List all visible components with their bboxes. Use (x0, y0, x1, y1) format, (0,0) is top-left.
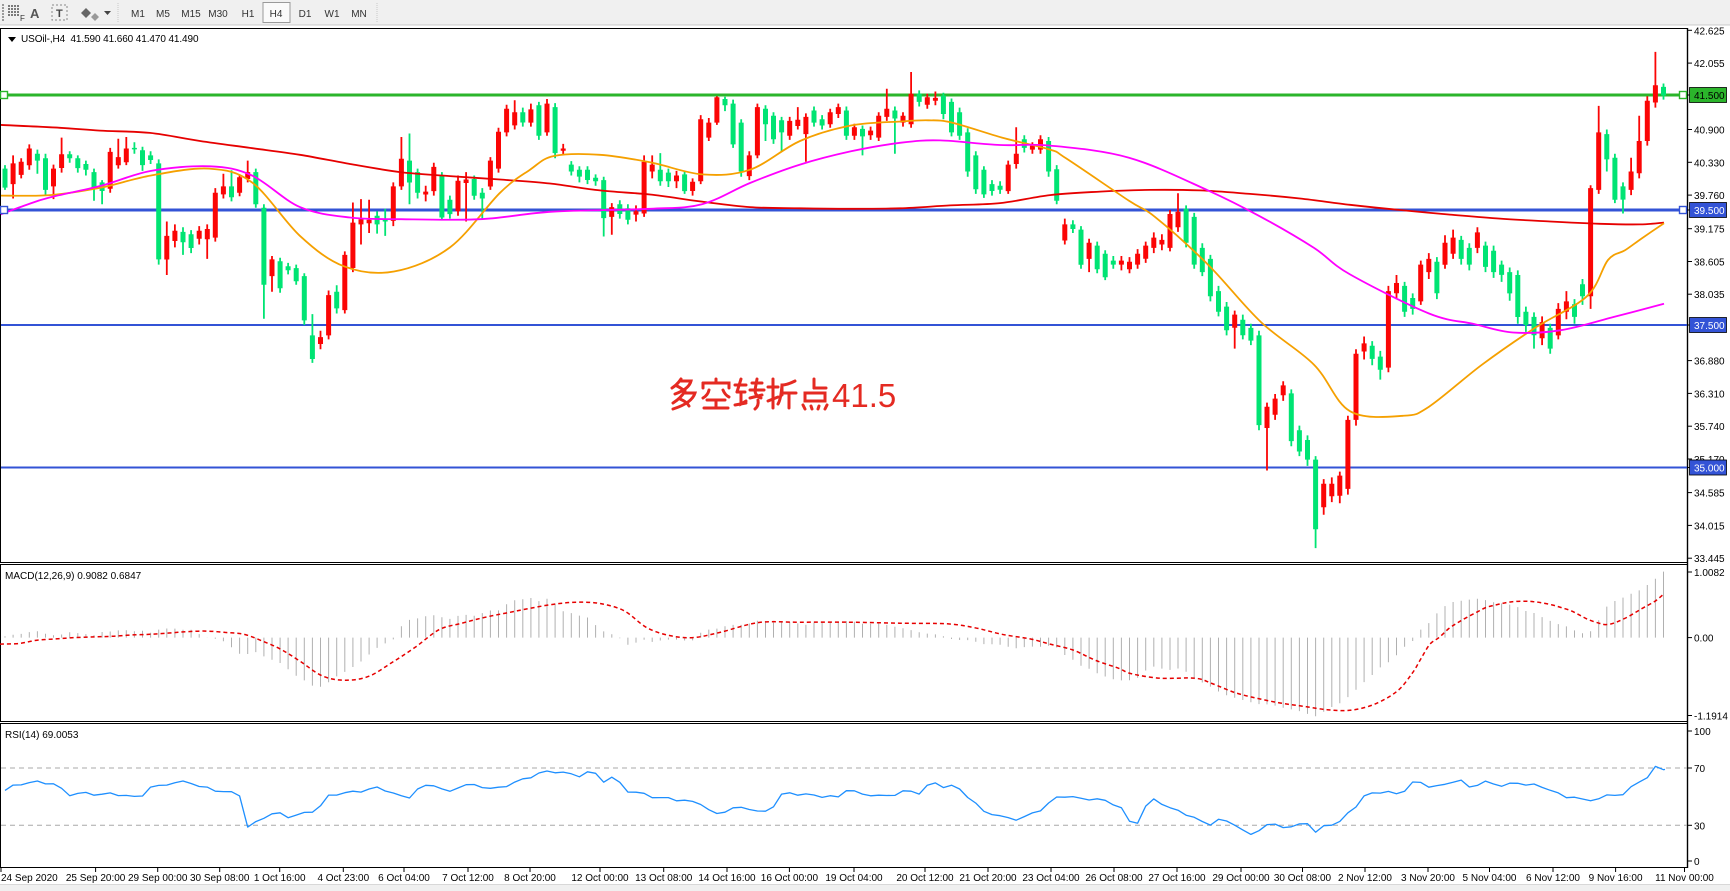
svg-text:24 Sep 2020: 24 Sep 2020 (1, 873, 58, 884)
svg-text:39.175: 39.175 (1694, 225, 1725, 236)
svg-text:6 Nov 12:00: 6 Nov 12:00 (1526, 873, 1580, 884)
svg-text:42.055: 42.055 (1694, 59, 1725, 70)
svg-text:H4: H4 (270, 9, 283, 20)
svg-text:3 Nov 20:00: 3 Nov 20:00 (1401, 873, 1455, 884)
svg-text:33.445: 33.445 (1694, 554, 1725, 565)
svg-text:25 Sep 20:00: 25 Sep 20:00 (66, 873, 126, 884)
svg-text:41.500: 41.500 (1694, 91, 1725, 102)
svg-text:70: 70 (1694, 764, 1706, 775)
svg-text:6 Oct 04:00: 6 Oct 04:00 (378, 873, 430, 884)
svg-text:35.740: 35.740 (1694, 422, 1725, 433)
svg-text:-1.1914: -1.1914 (1694, 712, 1728, 723)
svg-text:M1: M1 (131, 9, 145, 20)
svg-text:42.625: 42.625 (1694, 26, 1725, 37)
svg-text:38.035: 38.035 (1694, 290, 1725, 301)
svg-text:100: 100 (1694, 727, 1711, 738)
svg-text:7 Oct 12:00: 7 Oct 12:00 (442, 873, 494, 884)
svg-text:20 Oct 12:00: 20 Oct 12:00 (896, 873, 954, 884)
svg-text:M30: M30 (208, 9, 228, 20)
svg-text:A: A (30, 6, 40, 21)
svg-text:MACD(12,26,9) 0.9082 0.6847: MACD(12,26,9) 0.9082 0.6847 (5, 571, 142, 582)
svg-text:8 Oct 20:00: 8 Oct 20:00 (504, 873, 556, 884)
svg-text:M5: M5 (156, 9, 170, 20)
svg-text:37.500: 37.500 (1694, 321, 1725, 332)
svg-text:13 Oct 08:00: 13 Oct 08:00 (635, 873, 693, 884)
svg-text:0.00: 0.00 (1694, 634, 1714, 645)
svg-text:MN: MN (351, 9, 367, 20)
svg-text:T: T (56, 8, 63, 20)
svg-text:4 Oct 23:00: 4 Oct 23:00 (317, 873, 369, 884)
svg-text:30 Oct 08:00: 30 Oct 08:00 (1274, 873, 1332, 884)
svg-text:36.880: 36.880 (1694, 357, 1725, 368)
svg-text:38.605: 38.605 (1694, 258, 1725, 269)
svg-text:16 Oct 00:00: 16 Oct 00:00 (761, 873, 819, 884)
svg-text:39.760: 39.760 (1694, 191, 1725, 202)
svg-text:34.585: 34.585 (1694, 489, 1725, 500)
svg-text:5 Nov 04:00: 5 Nov 04:00 (1463, 873, 1517, 884)
svg-text:12 Oct 00:00: 12 Oct 00:00 (571, 873, 629, 884)
svg-text:26 Oct 08:00: 26 Oct 08:00 (1085, 873, 1143, 884)
svg-text:35.000: 35.000 (1694, 464, 1725, 475)
svg-text:11 Nov 00:00: 11 Nov 00:00 (1655, 873, 1714, 884)
svg-text:W1: W1 (325, 9, 340, 20)
svg-text:1.0082: 1.0082 (1694, 568, 1725, 579)
svg-text:M15: M15 (181, 9, 201, 20)
svg-text:USOil-,H4 41.590 41.660 41.47: USOil-,H4 41.590 41.660 41.470 41.490 (21, 34, 199, 45)
svg-text:34.015: 34.015 (1694, 521, 1725, 532)
svg-text:21 Oct 20:00: 21 Oct 20:00 (959, 873, 1017, 884)
svg-text:RSI(14) 69.0053: RSI(14) 69.0053 (5, 730, 79, 741)
svg-text:27 Oct 16:00: 27 Oct 16:00 (1148, 873, 1206, 884)
svg-text:14 Oct 16:00: 14 Oct 16:00 (698, 873, 756, 884)
svg-text:36.310: 36.310 (1694, 389, 1725, 400)
svg-text:41.5: 41.5 (832, 377, 896, 414)
svg-text:40.330: 40.330 (1694, 158, 1725, 169)
svg-text:29 Oct 00:00: 29 Oct 00:00 (1212, 873, 1270, 884)
svg-text:1 Oct 16:00: 1 Oct 16:00 (254, 873, 306, 884)
svg-text:2 Nov 12:00: 2 Nov 12:00 (1338, 873, 1392, 884)
svg-text:23 Oct 04:00: 23 Oct 04:00 (1022, 873, 1080, 884)
svg-text:H1: H1 (242, 9, 255, 20)
svg-text:39.500: 39.500 (1694, 206, 1725, 217)
svg-text:19 Oct 04:00: 19 Oct 04:00 (825, 873, 883, 884)
svg-text:40.900: 40.900 (1694, 126, 1725, 137)
svg-text:0: 0 (1694, 857, 1700, 868)
svg-text:30 Sep 08:00: 30 Sep 08:00 (190, 873, 250, 884)
svg-text:D1: D1 (299, 9, 312, 20)
svg-text:30: 30 (1694, 821, 1706, 832)
svg-text:F: F (20, 14, 25, 23)
svg-text:29 Sep 00:00: 29 Sep 00:00 (128, 873, 188, 884)
svg-text:9 Nov 16:00: 9 Nov 16:00 (1589, 873, 1643, 884)
